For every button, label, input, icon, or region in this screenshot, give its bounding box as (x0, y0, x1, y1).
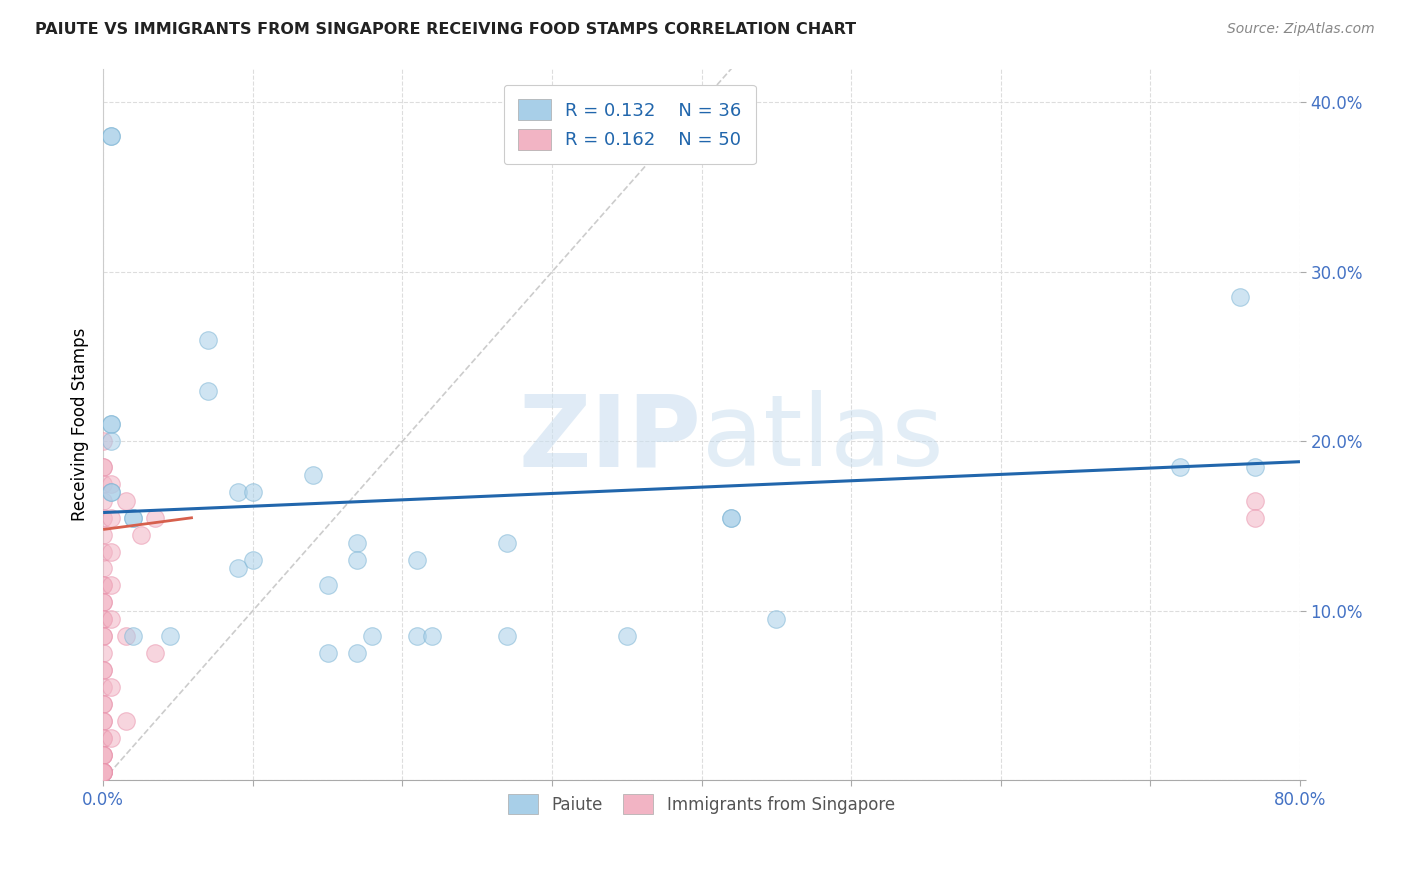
Point (91, 629, 114, 643)
Point (226, 485, 249, 500)
Point (114, 629, 136, 643)
Point (91, 764, 114, 779)
Point (226, 561, 249, 575)
Point (100, 485, 122, 500)
Text: PAIUTE VS IMMIGRANTS FROM SINGAPORE RECEIVING FOOD STAMPS CORRELATION CHART: PAIUTE VS IMMIGRANTS FROM SINGAPORE RECE… (35, 22, 856, 37)
Point (100, 612, 122, 626)
Point (159, 629, 181, 643)
Point (91, 595, 114, 609)
Point (114, 714, 136, 728)
Point (420, 629, 443, 643)
Point (100, 434, 122, 449)
Point (91, 493, 114, 508)
Point (91, 561, 114, 575)
Point (1244, 510, 1267, 524)
Point (616, 629, 638, 643)
Point (406, 553, 429, 567)
Point (114, 493, 136, 508)
Point (496, 629, 519, 643)
Point (197, 333, 219, 347)
Point (91, 747, 114, 762)
Point (100, 417, 122, 432)
Point (765, 612, 787, 626)
Point (91, 764, 114, 779)
Point (100, 417, 122, 432)
Point (346, 553, 368, 567)
Point (197, 384, 219, 398)
Point (346, 646, 368, 660)
Point (496, 536, 519, 550)
Point (100, 129, 122, 144)
Point (91, 527, 114, 541)
Point (91, 595, 114, 609)
Point (91, 663, 114, 677)
Point (316, 646, 339, 660)
Point (100, 680, 122, 694)
Point (145, 646, 167, 660)
Point (91, 747, 114, 762)
Point (91, 747, 114, 762)
Text: ZIP: ZIP (519, 390, 702, 487)
Point (100, 485, 122, 500)
Point (91, 629, 114, 643)
Point (91, 714, 114, 728)
Point (720, 510, 742, 524)
Point (1229, 290, 1251, 304)
Point (91, 578, 114, 592)
Point (91, 544, 114, 558)
Point (91, 714, 114, 728)
Point (406, 629, 429, 643)
Point (91, 510, 114, 524)
Point (129, 527, 152, 541)
Y-axis label: Receiving Food Stamps: Receiving Food Stamps (72, 327, 89, 521)
Point (91, 578, 114, 592)
Point (1168, 459, 1191, 474)
Point (346, 536, 368, 550)
Point (91, 697, 114, 711)
Point (720, 510, 742, 524)
Point (122, 510, 145, 524)
Point (100, 476, 122, 491)
Point (91, 764, 114, 779)
Point (91, 764, 114, 779)
Point (100, 129, 122, 144)
Point (91, 680, 114, 694)
Point (91, 476, 114, 491)
Point (91, 612, 114, 626)
Point (91, 612, 114, 626)
Point (122, 629, 145, 643)
Point (91, 646, 114, 660)
Point (91, 459, 114, 474)
Point (1244, 493, 1267, 508)
Point (361, 629, 384, 643)
Point (100, 544, 122, 558)
Point (100, 578, 122, 592)
Text: Source: ZipAtlas.com: Source: ZipAtlas.com (1227, 22, 1375, 37)
Point (91, 731, 114, 745)
Point (91, 697, 114, 711)
Point (91, 764, 114, 779)
Point (91, 731, 114, 745)
Point (242, 485, 264, 500)
Point (316, 578, 339, 592)
Point (91, 459, 114, 474)
Point (91, 663, 114, 677)
Point (100, 731, 122, 745)
Legend: Paiute, Immigrants from Singapore: Paiute, Immigrants from Singapore (496, 783, 907, 825)
Point (91, 434, 114, 449)
Point (145, 510, 167, 524)
Point (301, 468, 323, 483)
Point (242, 553, 264, 567)
Point (122, 510, 145, 524)
Text: atlas: atlas (702, 390, 943, 487)
Point (100, 510, 122, 524)
Point (1244, 459, 1267, 474)
